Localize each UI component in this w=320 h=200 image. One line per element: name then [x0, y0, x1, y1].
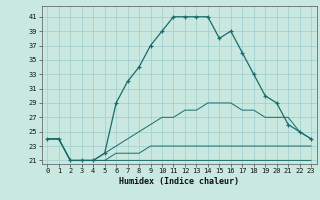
X-axis label: Humidex (Indice chaleur): Humidex (Indice chaleur) — [119, 177, 239, 186]
